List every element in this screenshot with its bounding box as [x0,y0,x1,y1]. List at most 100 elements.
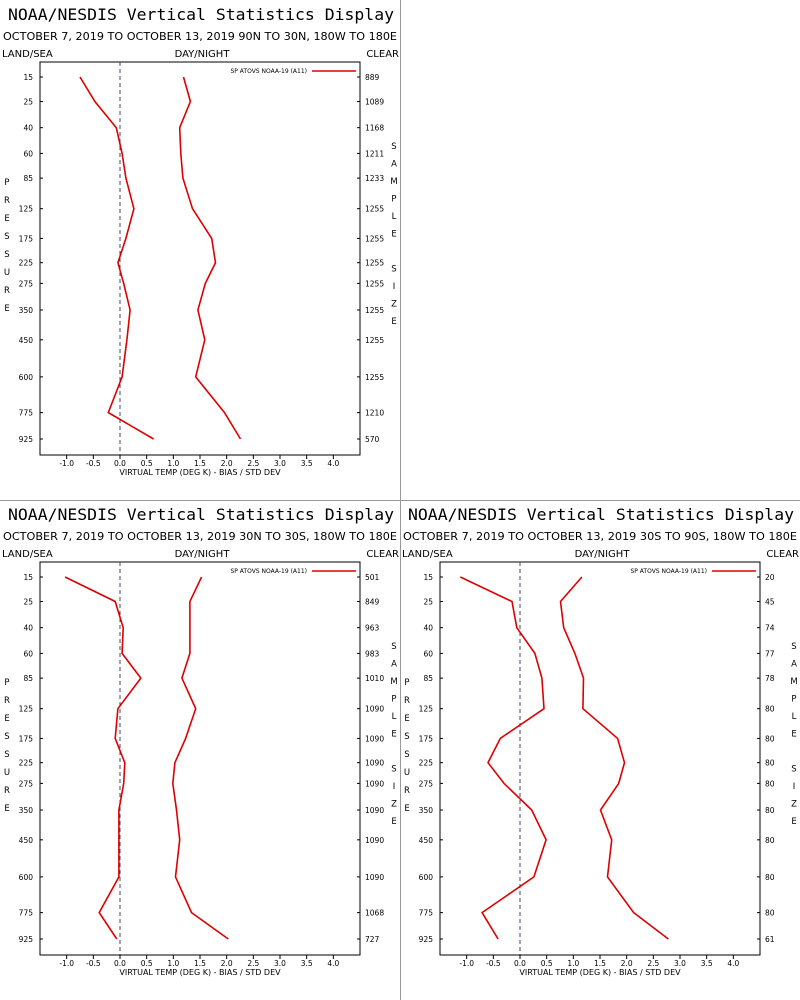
x-tick-label: 1.5 [194,459,206,468]
y-tick-label: 450 [419,836,434,845]
y-tick-label: 225 [19,759,34,768]
sample-size-label: 80 [765,779,775,788]
sample-size-label: 1090 [365,705,384,714]
y-tick-label: 600 [19,873,34,882]
y-tick-label: 275 [19,779,34,788]
sample-size-label: 1211 [365,149,384,158]
x-tick-label: -0.5 [486,959,501,968]
x-tick-label: 3.5 [301,959,313,968]
sample-size-label: 78 [765,674,775,683]
y-tick-label: 40 [23,124,33,133]
x-tick-label: 4.0 [327,959,339,968]
sample-size-label: 1068 [365,909,384,918]
chart-subtitle: OCTOBER 7, 2019 TO OCTOBER 13, 2019 90N … [3,30,397,43]
sample-size-label: 1089 [365,98,384,107]
y-tick-label: 40 [23,624,33,633]
y-tick-label: 600 [419,873,434,882]
y2-axis-label: SAMPLE SIZE [389,142,399,335]
sample-size-label: 849 [365,598,380,607]
sample-size-label: 74 [765,624,775,633]
sample-size-label: 983 [365,649,380,658]
y-tick-label: 85 [23,174,33,183]
sample-size-label: 1255 [365,259,384,268]
x-tick-label: 0.0 [114,959,126,968]
x-tick-label: 0.5 [141,959,153,968]
y-tick-label: 25 [23,598,33,607]
sample-size-label: 1090 [365,836,384,845]
center-header: DAY/NIGHT [575,549,631,560]
x-tick-label: 3.5 [701,959,713,968]
y-tick-label: 225 [419,759,434,768]
x-tick-label: 1.5 [194,959,206,968]
x-tick-label: 2.0 [221,959,233,968]
x-tick-label: 3.5 [301,459,313,468]
x-tick-label: -1.0 [59,459,74,468]
y-tick-label: 225 [19,259,34,268]
x-tick-label: -1.0 [459,959,474,968]
y-tick-label: 15 [423,573,433,582]
chart-subtitle: OCTOBER 7, 2019 TO OCTOBER 13, 2019 30S … [403,530,797,543]
x-tick-label: 1.0 [167,459,179,468]
sample-size-label: 77 [765,649,775,658]
y-tick-label: 350 [19,306,34,315]
series-line [559,576,669,940]
x-tick-label: 4.0 [327,459,339,468]
y-axis-label: PRESSURE [2,178,12,322]
y-tick-label: 275 [419,779,434,788]
y-tick-label: 775 [19,909,34,918]
y-tick-label: 450 [19,836,34,845]
sample-size-label: 1255 [365,306,384,315]
plot-frame [439,561,761,956]
x-tick-label: 0.5 [541,959,553,968]
y-tick-label: 40 [423,624,433,633]
sample-size-label: 20 [765,573,775,582]
x-tick-label: 2.5 [647,959,659,968]
sample-size-label: 1168 [365,124,384,133]
x-tick-label: 3.0 [274,959,286,968]
sample-size-label: 1090 [365,779,384,788]
plot-frame [39,61,361,456]
sample-size-label: 80 [765,759,775,768]
x-tick-label: 0.5 [141,459,153,468]
y2-axis-label: SAMPLE SIZE [389,642,399,835]
series-line [171,576,229,940]
y-tick-label: 350 [19,806,34,815]
y-tick-label: 125 [19,705,34,714]
center-header: DAY/NIGHT [175,49,231,60]
x-tick-label: 0.0 [114,459,126,468]
sample-size-label: 1010 [365,674,384,683]
y-axis-label: PRESSURE [2,678,12,822]
sample-size-label: 1090 [365,873,384,882]
x-tick-label: 4.0 [727,959,739,968]
y-tick-label: 60 [23,649,33,658]
sample-size-label: 80 [765,873,775,882]
y-tick-label: 15 [23,73,33,82]
legend-label: SP ATOVS NOAA-19 (A11) [230,568,307,575]
y-tick-label: 85 [23,674,33,683]
sample-size-label: 1090 [365,806,384,815]
sample-size-label: 80 [765,909,775,918]
sample-size-label: 1255 [365,373,384,382]
series-line [64,576,142,940]
y-tick-label: 925 [19,435,34,444]
chart-panel: NOAA/NESDIS Vertical Statistics Display O… [2,505,399,977]
y-tick-label: 125 [419,705,434,714]
sample-size-label: 80 [765,836,775,845]
y-tick-label: 60 [23,149,33,158]
plot-frame [39,561,361,956]
x-tick-label: -0.5 [86,459,101,468]
x-tick-label: 1.0 [567,959,579,968]
y-tick-label: 450 [19,336,34,345]
x-tick-label: 2.0 [621,959,633,968]
sample-size-label: 727 [365,935,380,944]
sample-size-label: 1090 [365,759,384,768]
right-header: CLEAR [766,549,799,560]
y-tick-label: 925 [19,935,34,944]
y-tick-label: 775 [19,409,34,418]
chart-title: NOAA/NESDIS Vertical Statistics Display [8,505,394,524]
sample-size-label: 61 [765,935,775,944]
sample-size-label: 1255 [365,279,384,288]
x-axis-label: VIRTUAL TEMP (DEG K) - BIAS / STD DEV [119,968,281,977]
y-tick-label: 85 [423,674,433,683]
sample-size-label: 80 [765,806,775,815]
